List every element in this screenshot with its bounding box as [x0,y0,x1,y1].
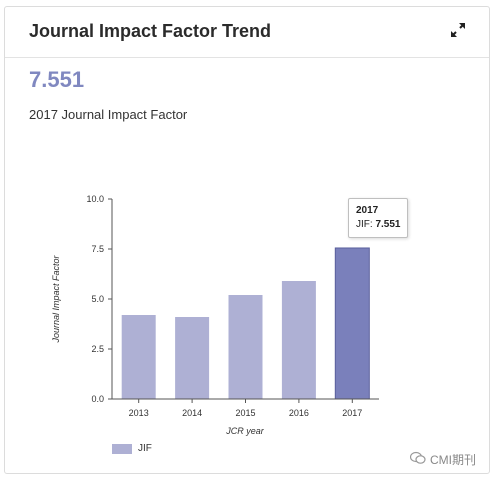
panel-header: Journal Impact Factor Trend [5,7,489,58]
x-tick-label: 2013 [129,408,149,418]
y-axis-label: Journal Impact Factor [51,254,61,343]
current-jif-value: 7.551 [29,67,85,92]
tooltip-label: JIF: [356,219,373,230]
y-tick-label: 5.0 [91,294,104,304]
bar-2016[interactable] [281,281,316,399]
y-tick-label: 7.5 [91,244,104,254]
jif-subtitle: 2017 Journal Impact Factor [29,107,188,122]
y-tick-label: 2.5 [91,344,104,354]
bar-2017[interactable] [334,247,370,400]
x-tick-label: 2014 [182,408,202,418]
y-tick-label: 0.0 [91,394,104,404]
panel-title: Journal Impact Factor Trend [29,21,272,41]
wechat-icon [409,451,426,468]
bar-2013[interactable] [121,315,156,399]
legend-swatch [112,443,132,454]
expand-icon[interactable] [449,21,467,39]
bar-2015[interactable] [228,295,263,399]
x-axis-label: JCR year [225,426,265,436]
bar-tooltip: 2017 JIF: 7.551 [348,198,409,238]
legend-label: JIF [138,443,152,454]
bar-2014[interactable] [175,317,210,399]
tooltip-value: 7.551 [375,219,401,230]
tooltip-year: 2017 [356,205,379,216]
x-tick-label: 2015 [235,408,255,418]
x-tick-label: 2016 [289,408,309,418]
y-tick-label: 10.0 [86,194,104,204]
chart-legend[interactable]: JIF [112,443,152,454]
watermark-text: CMI期刊 [430,453,476,467]
watermark: CMI期刊 [409,451,476,468]
x-tick-label: 2017 [342,408,362,418]
